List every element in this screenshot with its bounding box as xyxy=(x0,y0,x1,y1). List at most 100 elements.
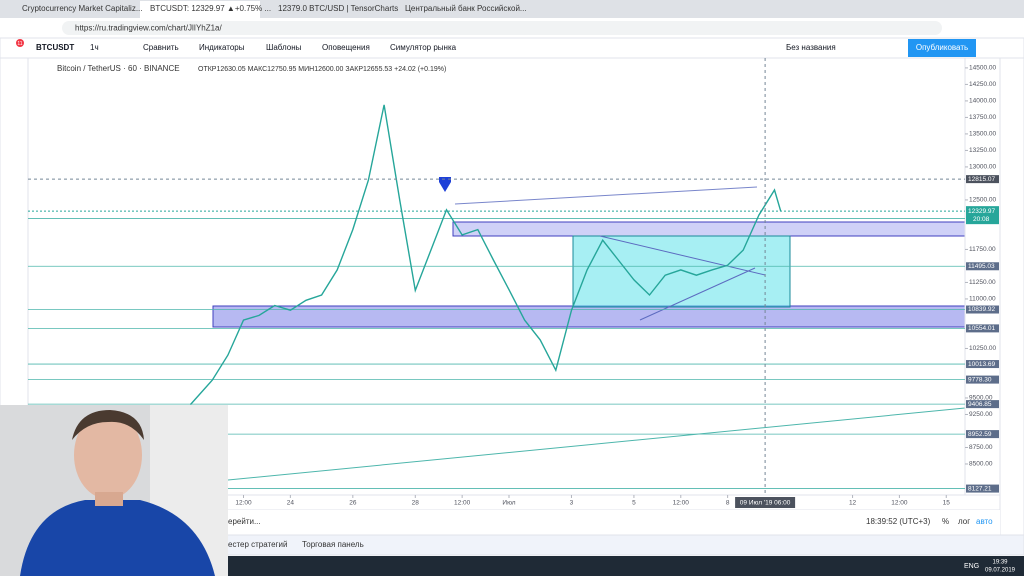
publish-label[interactable]: Опубликовать xyxy=(916,43,968,52)
log-toggle[interactable]: лог xyxy=(958,517,970,526)
taskbar-date: 09.07.2019 xyxy=(985,568,1016,574)
auto-toggle[interactable]: авто xyxy=(976,517,993,526)
level-label: 8952.59 xyxy=(968,431,992,438)
url[interactable]: https://ru.tradingview.com/chart/JlIYhZ1… xyxy=(75,24,223,33)
level-tag xyxy=(966,484,999,493)
price-axis xyxy=(964,57,1001,496)
symbol[interactable]: BTCUSDT xyxy=(36,43,74,52)
level-tag xyxy=(966,375,999,384)
indicators[interactable]: Индикаторы xyxy=(199,43,245,52)
x-tick-label: 12:00 xyxy=(235,500,252,507)
replay[interactable]: Симулятор рынка xyxy=(390,43,457,52)
x-tick-label: 8 xyxy=(726,500,730,507)
interval[interactable]: 1ч xyxy=(90,43,99,52)
y-tick-label: 13750.00 xyxy=(969,114,996,121)
panel-tab[interactable]: естер стратегий xyxy=(228,540,287,549)
level-label: 8127.21 xyxy=(968,485,992,492)
crosshair-tag xyxy=(966,175,999,184)
level-label: 9406.85 xyxy=(968,401,992,408)
level-label: 10839.92 xyxy=(968,306,995,313)
level-label: 9778.30 xyxy=(968,376,992,383)
legend-ohlc: ОТКР12630.05 МАКС12750.95 МИН12600.00 ЗА… xyxy=(198,66,446,73)
x-tick-label: 3 xyxy=(570,500,574,507)
x-tick-label: 12:00 xyxy=(454,500,471,507)
zone xyxy=(452,221,966,237)
crosshair-label: 12815.07 xyxy=(968,176,995,183)
compare[interactable]: Сравнить xyxy=(143,43,179,52)
level-tag xyxy=(966,324,999,333)
level-label: 10554.01 xyxy=(968,325,995,332)
x-tick-label: 12:00 xyxy=(891,500,908,507)
x-tick-label: 24 xyxy=(287,500,295,507)
goto-date[interactable]: ерейти... xyxy=(228,517,261,526)
toolbar xyxy=(0,37,1024,59)
y-tick-label: 10250.00 xyxy=(969,345,996,352)
active-tab[interactable] xyxy=(140,1,260,18)
badge-count: 11 xyxy=(17,41,22,47)
level-tag xyxy=(966,305,999,314)
tab[interactable]: 12379.0 BTC/USD | TensorCharts xyxy=(278,4,398,13)
chart: 14500.00 14250.00 14000.00 13750.00 13500.00… xyxy=(28,57,1001,508)
crosshair-time-label: 09 Июл '19 06:00 xyxy=(740,500,791,507)
trendline xyxy=(639,267,756,321)
y-tick-label: 14500.00 xyxy=(969,65,996,72)
publish-button[interactable] xyxy=(908,39,976,57)
level-label: 11495.03 xyxy=(968,263,995,270)
y-tick-label: 13250.00 xyxy=(969,147,996,154)
tab[interactable]: BTCUSDT: 12329.97 ▲+0.75% ... xyxy=(150,4,271,13)
crosshair-time-tag xyxy=(735,497,796,508)
y-tick-label: 13500.00 xyxy=(969,131,996,138)
y-tick-label: 8750.00 xyxy=(969,444,993,451)
level-tag xyxy=(966,262,999,271)
x-tick-label: 12:00 xyxy=(673,500,690,507)
y-tick-label: 8500.00 xyxy=(969,461,993,468)
percent-toggle[interactable]: % xyxy=(942,517,949,526)
layout-name[interactable]: Без названия xyxy=(786,43,836,52)
arrow-marker xyxy=(439,182,451,192)
x-tick-label: 15 xyxy=(943,500,951,507)
y-tick-label: 9250.00 xyxy=(969,411,993,418)
bottom-panel xyxy=(0,534,1024,556)
taskbar xyxy=(0,556,1024,576)
level-tag xyxy=(966,430,999,439)
arrow-line xyxy=(454,186,758,205)
x-tick-label: 26 xyxy=(349,500,357,507)
templates[interactable]: Шаблоны xyxy=(266,43,302,52)
keyboard-lang: ENG xyxy=(964,563,979,570)
y-tick-label: 11250.00 xyxy=(969,279,996,286)
x-tick-label: 28 xyxy=(412,500,420,507)
webcam xyxy=(0,405,228,576)
url-field[interactable] xyxy=(62,21,942,35)
panel-tab[interactable]: Торговая панель xyxy=(302,540,364,549)
tab[interactable]: Центральный банк Российской... xyxy=(405,4,527,13)
zone xyxy=(572,235,791,308)
last-price-tag xyxy=(966,206,999,225)
y-tick-label: 12500.00 xyxy=(969,197,996,204)
taskbar-time: 19:39 xyxy=(992,560,1008,566)
y-tick-label: 11750.00 xyxy=(969,246,996,253)
alerts[interactable]: Оповещения xyxy=(322,43,370,52)
x-tick-label: Июл xyxy=(502,500,515,507)
level-label: 10013.69 xyxy=(968,361,995,368)
y-tick-label: 14000.00 xyxy=(969,98,996,105)
level-tag xyxy=(966,360,999,369)
bar-timer: 20:08 xyxy=(973,216,990,223)
x-tick-label: 5 xyxy=(632,500,636,507)
last-price-label: 12329.97 xyxy=(968,208,995,215)
clock: 18:39:52 (UTC+3) xyxy=(866,517,931,526)
price-line xyxy=(189,104,782,406)
trendline xyxy=(599,235,766,276)
legend-symbol: Bitcoin / TetherUS · 60 · BINANCE xyxy=(57,64,180,73)
trendline xyxy=(227,407,966,481)
x-tick-label: 12 xyxy=(849,500,857,507)
right-toolbar xyxy=(999,57,1024,539)
tab[interactable]: Cryptocurrency Market Capitaliz... xyxy=(22,4,142,13)
y-tick-label: 14250.00 xyxy=(969,81,996,88)
y-tick-label: 9500.00 xyxy=(969,395,993,402)
level-tag xyxy=(966,400,999,409)
badge xyxy=(16,39,24,47)
y-tick-label: 11000.00 xyxy=(969,296,996,303)
y-tick-label: 13000.00 xyxy=(969,164,996,171)
